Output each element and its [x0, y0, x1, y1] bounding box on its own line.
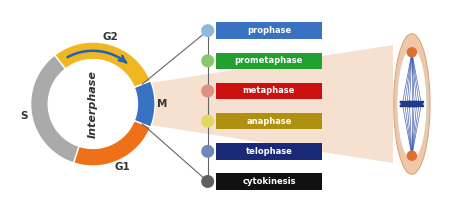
- Polygon shape: [144, 45, 393, 163]
- Ellipse shape: [397, 48, 427, 160]
- Text: metaphase: metaphase: [243, 87, 295, 95]
- Polygon shape: [31, 55, 79, 163]
- Circle shape: [202, 115, 213, 127]
- Text: anaphase: anaphase: [246, 117, 292, 126]
- Text: prophase: prophase: [247, 26, 291, 35]
- Polygon shape: [216, 22, 322, 39]
- Text: prometaphase: prometaphase: [235, 56, 303, 65]
- Text: M: M: [157, 99, 167, 109]
- Circle shape: [202, 25, 213, 36]
- Polygon shape: [216, 173, 322, 190]
- Circle shape: [407, 48, 417, 57]
- Polygon shape: [216, 53, 322, 69]
- Text: S: S: [21, 111, 28, 121]
- Polygon shape: [216, 113, 322, 129]
- Circle shape: [202, 85, 213, 97]
- Circle shape: [202, 176, 213, 187]
- Polygon shape: [134, 81, 155, 127]
- Text: cytokinesis: cytokinesis: [242, 177, 296, 186]
- Polygon shape: [216, 83, 322, 99]
- Text: Interphase: Interphase: [88, 70, 98, 138]
- Text: telophase: telophase: [246, 147, 292, 156]
- Polygon shape: [73, 121, 151, 166]
- Circle shape: [202, 55, 213, 67]
- Polygon shape: [55, 42, 151, 87]
- Text: G2: G2: [103, 32, 118, 42]
- Polygon shape: [216, 143, 322, 160]
- Text: G1: G1: [114, 162, 130, 172]
- Circle shape: [202, 146, 213, 157]
- Ellipse shape: [394, 34, 430, 174]
- Circle shape: [407, 151, 417, 160]
